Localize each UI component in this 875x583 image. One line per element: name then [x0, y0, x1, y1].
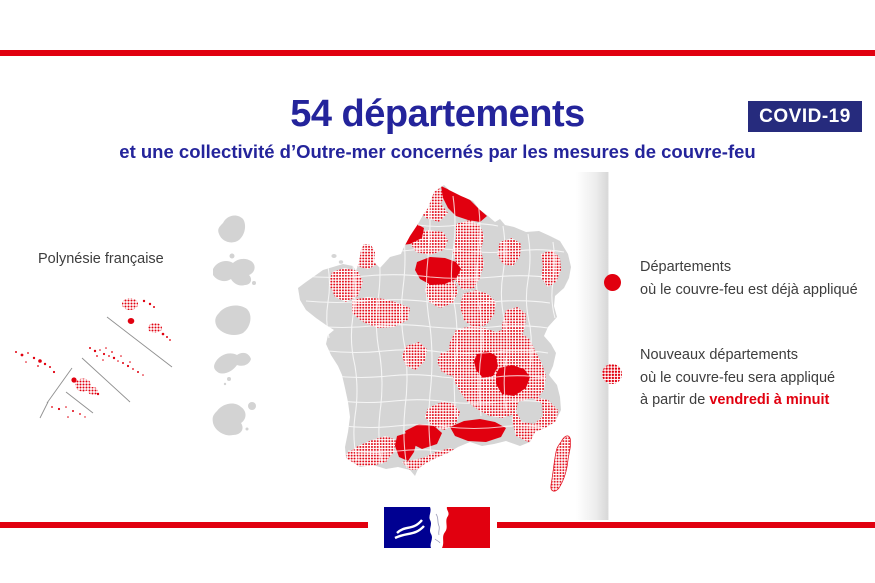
profile-face-strokes: [434, 513, 441, 544]
polynesia-islands-map: [15, 298, 173, 419]
france-departments-map: [298, 185, 572, 492]
island-specks: [15, 298, 171, 418]
not-concerned-pocket: [516, 398, 543, 424]
legend-new-line3: à partir de vendredi à minuit: [640, 392, 830, 408]
legend-applied-line2: où le couvre-feu est déjà appliqué: [640, 281, 858, 298]
section-divider-shadow: [576, 172, 612, 520]
flag-wave-strokes: [394, 519, 425, 540]
island-chain-lines: [39, 316, 173, 419]
polynesia-label: Polynésie française: [38, 251, 164, 267]
legend-new: Nouveaux départements où le couvre-feu s…: [640, 344, 875, 412]
bottom-divider-line-right: [497, 522, 875, 528]
legend-new-line1: Nouveaux départements: [640, 347, 798, 363]
legend-new-line2: où le couvre-feu sera appliqué: [640, 369, 836, 386]
french-government-marianne-logo: [384, 507, 490, 548]
corsica-dotted: [550, 435, 572, 492]
legend-applied: Départements où le couvre-feu est déjà a…: [640, 256, 870, 301]
legend-new-highlight: vendredi à minuit: [709, 392, 830, 408]
top-divider-line: [0, 50, 875, 56]
legend-dotted-red-dot-icon: [602, 364, 622, 384]
bottom-divider-line-left: [0, 522, 368, 528]
legend-solid-red-dot-icon: [604, 274, 621, 291]
legend-applied-line1: Départements: [640, 259, 732, 275]
covid-badge: COVID-19: [748, 101, 862, 132]
page-subtitle: et une collectivité d’Outre-mer concerné…: [119, 141, 756, 162]
overseas-territories-silhouettes: [212, 215, 256, 436]
channel-islands: [331, 254, 344, 264]
page-title: 54 départements: [290, 93, 585, 135]
